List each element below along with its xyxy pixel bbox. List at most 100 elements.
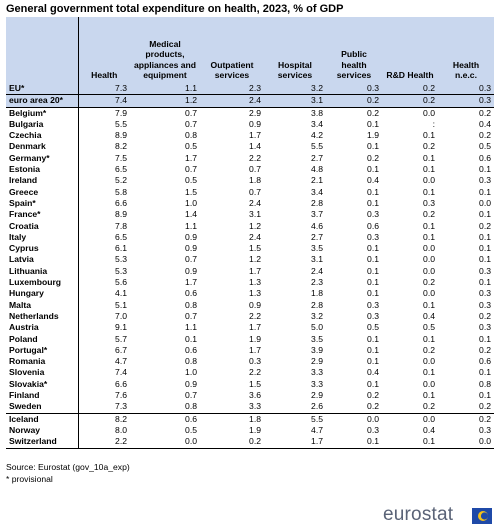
value-cell: 6.6 [115,378,127,389]
table-row: Denmark 8.2 0.5 1.4 5.5 0.1 0.2 0.5 [6,141,494,153]
value-cell: 2.7 [311,231,323,242]
value-cell: 3.4 [311,186,323,197]
value-cell: 2.3 [200,83,264,96]
value-cell: 3.6 [249,390,261,401]
value-cell: 0.1 [423,299,435,310]
country-name: Italy [6,231,79,244]
header-row: Health Medical products, appliances and e… [6,17,494,83]
country-name: Hungary [6,288,79,300]
value-cell: 0.3 [423,197,435,208]
value-cell: 1.4 [249,141,261,152]
value-cell: 0.2 [438,412,494,425]
value-cell: 1.7 [249,130,261,141]
value-cell: 0.2 [200,436,264,449]
value-cell: 7.5 [115,152,127,163]
value-cell: 0.9 [249,118,261,129]
table-row: Iceland 8.2 0.6 1.8 5.5 0.0 0.0 0.2 [6,412,494,425]
value-cell: 0.6 [185,288,197,299]
country-name: Slovenia [6,367,79,379]
country-name: Austria [6,322,79,334]
value-cell: 0.8 [185,299,197,310]
value-cell: 0.0 [326,412,382,425]
value-cell: 5.7 [115,333,127,344]
header-cell: Medical products, appliances and equipme… [130,17,200,83]
value-cell: 0.3 [479,299,491,310]
table-row: Italy 6.5 0.9 2.4 2.7 0.3 0.1 0.1 [6,231,494,244]
table-row: Switzerland 2.2 0.0 0.2 1.7 0.1 0.1 0.0 [6,436,494,449]
value-cell: 5.0 [311,322,323,333]
table-row: Czechia 8.9 0.8 1.7 4.2 1.9 0.1 0.2 [6,130,494,142]
value-cell: 0.1 [367,265,379,276]
header-country [6,17,79,83]
value-cell: 0.9 [249,299,261,310]
source-note: Source: Eurostat (gov_10a_exp) [6,462,130,472]
value-cell: 8.0 [115,424,127,435]
value-cell: 0.1 [367,186,379,197]
value-cell: 3.3 [249,401,261,412]
value-cell: 5.5 [311,141,323,152]
value-cell: 0.2 [382,83,438,96]
value-cell: 7.9 [115,107,127,118]
value-cell: 1.2 [249,220,261,231]
country-name: Spain* [6,197,79,210]
value-cell: 0.1 [423,367,435,378]
value-cell: 0.2 [479,310,491,321]
country-name: Denmark [6,141,79,153]
value-cell: 0.5 [185,141,197,152]
value-cell: 5.5 [115,118,127,129]
country-name: Ireland [6,175,79,187]
value-cell: 6.1 [115,243,127,254]
value-cell: 1.7 [249,322,261,333]
value-cell: 0.0 [423,356,435,367]
value-cell: 0.3 [479,175,491,186]
value-cell: 2.2 [249,367,261,378]
country-name: Netherlands [6,310,79,323]
value-cell: 0.1 [423,164,435,175]
value-cell: 6.6 [115,197,127,208]
value-cell: 0.1 [423,130,435,141]
table-row: Bulgaria 5.5 0.7 0.9 3.4 0.1: 0.4 [6,118,494,131]
value-cell: 2.6 [311,401,323,412]
value-cell: 5.2 [115,175,127,186]
value-cell: 0.3 [367,424,379,435]
table-row: Austria 9.1 1.1 1.7 5.0 0.5 0.5 0.3 [6,322,494,334]
table-row: Portugal* 6.7 0.6 1.7 3.9 0.1 0.2 0.2 [6,344,494,357]
value-cell: 4.6 [311,220,323,231]
value-cell: 0.7 [185,164,197,175]
value-cell: 6.5 [115,164,127,175]
value-cell: 2.2 [78,436,130,449]
table-body: EU* 7.3 1.1 2.3 3.2 0.3 0.2 0.3 euro area 20* 7.4… [6,83,494,449]
value-cell: 0.2 [423,277,435,288]
value-cell: 0.6 [185,344,197,355]
value-cell: 0.1 [479,164,491,175]
table-row: euro area 20* 7.4 1.2 2.4 3.1 0.2 0.2 0.3 [6,94,494,108]
value-cell: 3.7 [311,209,323,220]
value-cell: 0.0 [423,107,435,118]
country-name: Switzerland [6,436,79,449]
value-cell: 0.1 [479,367,491,378]
header-cell: Outpatient services [200,17,264,83]
value-cell: 1.9 [249,333,261,344]
value-cell: 0.3 [479,322,491,333]
value-cell: 7.4 [115,367,127,378]
value-cell: 1.9 [367,130,379,141]
value-cell: 0.7 [185,118,197,129]
value-cell: 0.5 [479,141,491,152]
value-cell: 0.3 [479,424,491,435]
value-cell: 8.9 [115,209,127,220]
value-cell: 1.7 [185,277,197,288]
value-cell: 0.6 [479,356,491,367]
table-row: EU* 7.3 1.1 2.3 3.2 0.3 0.2 0.3 [6,83,494,96]
value-cell: 0.3 [249,356,261,367]
value-cell: 1.1 [130,83,200,96]
country-name: Sweden [6,401,79,414]
value-cell: 0.9 [185,231,197,242]
value-cell: 1.0 [185,367,197,378]
value-cell: 2.3 [311,277,323,288]
value-cell: 8.2 [115,141,127,152]
health-expenditure-table: Health Medical products, appliances and e… [6,17,494,449]
value-cell: 7.6 [115,390,127,401]
value-cell: 0.7 [185,310,197,321]
value-cell: 0.2 [423,344,435,355]
value-cell: 0.1 [423,220,435,231]
